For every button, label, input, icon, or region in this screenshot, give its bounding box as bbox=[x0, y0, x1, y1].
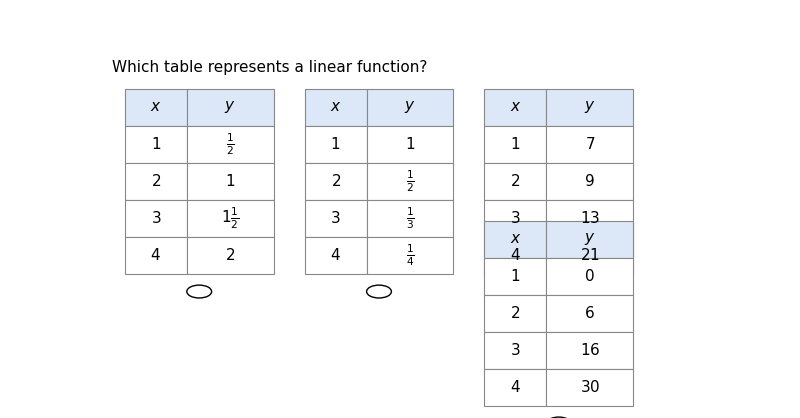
Bar bbox=[485, 200, 546, 237]
Text: $21$: $21$ bbox=[580, 247, 600, 263]
Text: $1$: $1$ bbox=[510, 136, 521, 152]
Bar bbox=[366, 237, 454, 274]
Bar bbox=[546, 332, 634, 369]
Text: $y$: $y$ bbox=[584, 231, 595, 247]
Bar bbox=[125, 163, 187, 200]
Text: $1$: $1$ bbox=[330, 136, 341, 152]
Bar bbox=[366, 163, 454, 200]
Text: $2$: $2$ bbox=[225, 247, 235, 263]
Bar bbox=[305, 89, 366, 126]
Text: $4$: $4$ bbox=[330, 247, 341, 263]
Bar bbox=[366, 200, 454, 237]
Text: $9$: $9$ bbox=[585, 173, 595, 189]
Text: Which table represents a linear function?: Which table represents a linear function… bbox=[112, 60, 428, 75]
Text: $x$: $x$ bbox=[510, 100, 521, 114]
Text: $1$: $1$ bbox=[150, 136, 161, 152]
Bar bbox=[187, 89, 274, 126]
Text: $1$: $1$ bbox=[225, 173, 235, 189]
Bar bbox=[485, 332, 546, 369]
Text: $4$: $4$ bbox=[510, 247, 521, 263]
Bar bbox=[366, 126, 454, 163]
Bar bbox=[305, 237, 366, 274]
Bar bbox=[485, 258, 546, 295]
Bar bbox=[546, 221, 634, 258]
Text: $\frac{1}{2}$: $\frac{1}{2}$ bbox=[226, 132, 234, 157]
Bar bbox=[546, 295, 634, 332]
Text: $x$: $x$ bbox=[510, 232, 521, 246]
Bar bbox=[546, 89, 634, 126]
Bar bbox=[187, 126, 274, 163]
Text: $16$: $16$ bbox=[579, 342, 600, 358]
Bar bbox=[187, 163, 274, 200]
Bar bbox=[125, 126, 187, 163]
Bar bbox=[546, 126, 634, 163]
Text: $1$: $1$ bbox=[510, 268, 521, 284]
Bar bbox=[366, 89, 454, 126]
Text: $3$: $3$ bbox=[330, 210, 341, 226]
Text: $x$: $x$ bbox=[150, 100, 162, 114]
Text: $y$: $y$ bbox=[225, 99, 236, 115]
Text: $y$: $y$ bbox=[584, 99, 595, 115]
Text: $30$: $30$ bbox=[580, 379, 600, 395]
Text: $2$: $2$ bbox=[330, 173, 341, 189]
Bar bbox=[187, 200, 274, 237]
Text: $7$: $7$ bbox=[585, 136, 595, 152]
Bar bbox=[485, 163, 546, 200]
Text: $y$: $y$ bbox=[404, 99, 416, 115]
Text: $0$: $0$ bbox=[585, 268, 595, 284]
Text: $3$: $3$ bbox=[510, 210, 521, 226]
Bar bbox=[125, 200, 187, 237]
Text: $13$: $13$ bbox=[580, 210, 600, 226]
Bar bbox=[546, 237, 634, 274]
Bar bbox=[305, 126, 366, 163]
Text: $\frac{1}{3}$: $\frac{1}{3}$ bbox=[406, 206, 414, 231]
Bar bbox=[485, 237, 546, 274]
Bar bbox=[485, 126, 546, 163]
Text: $1$: $1$ bbox=[405, 136, 415, 152]
Text: $2$: $2$ bbox=[510, 305, 521, 321]
Bar bbox=[485, 295, 546, 332]
Text: $6$: $6$ bbox=[585, 305, 595, 321]
Bar bbox=[187, 237, 274, 274]
Bar bbox=[305, 163, 366, 200]
Text: $2$: $2$ bbox=[150, 173, 161, 189]
Bar bbox=[305, 200, 366, 237]
Text: $2$: $2$ bbox=[510, 173, 521, 189]
Bar bbox=[485, 89, 546, 126]
Text: $3$: $3$ bbox=[150, 210, 161, 226]
Text: $3$: $3$ bbox=[510, 342, 521, 358]
Text: $1\frac{1}{2}$: $1\frac{1}{2}$ bbox=[221, 206, 239, 231]
Bar bbox=[546, 369, 634, 406]
Bar bbox=[546, 200, 634, 237]
Text: $4$: $4$ bbox=[510, 379, 521, 395]
Text: $4$: $4$ bbox=[150, 247, 161, 263]
Text: $\frac{1}{2}$: $\frac{1}{2}$ bbox=[406, 168, 414, 194]
Text: $x$: $x$ bbox=[330, 100, 342, 114]
Bar bbox=[485, 369, 546, 406]
Bar bbox=[485, 221, 546, 258]
Bar bbox=[125, 89, 187, 126]
Bar bbox=[546, 163, 634, 200]
Bar bbox=[546, 258, 634, 295]
Text: $\frac{1}{4}$: $\frac{1}{4}$ bbox=[406, 242, 414, 268]
Bar bbox=[125, 237, 187, 274]
